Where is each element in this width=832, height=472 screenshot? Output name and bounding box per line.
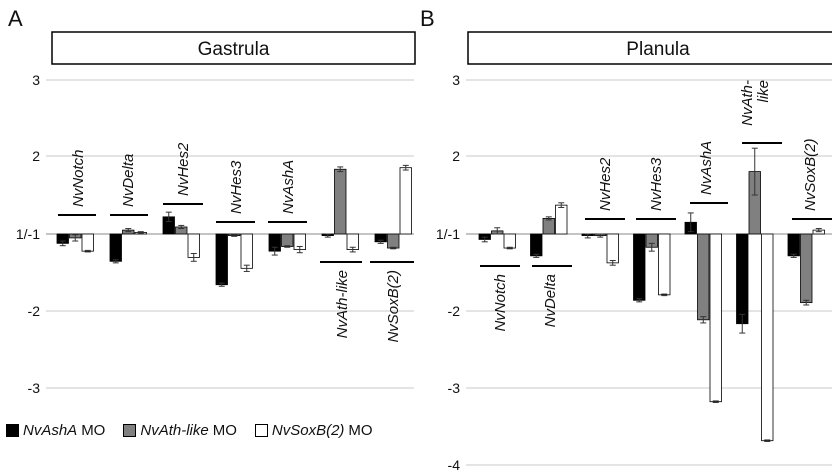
bar [281,233,294,247]
bar [800,233,813,304]
legend-suffix: MO [348,422,373,439]
y-tick-label: 3 [452,72,460,88]
legend-item-athlike: NvAth-like MO [123,422,237,439]
category-label: NvNotch [492,274,509,332]
legend-item-soxb2: NvSoxB(2) MO [254,422,373,439]
y-tick-label: -3 [448,380,461,396]
category-label: NvSoxB(2) [802,138,819,211]
bar [542,217,555,235]
category-label: NvNotch [70,149,87,207]
panel-letter: A [8,6,23,31]
bar [761,233,774,442]
bar [709,233,722,403]
title-box [467,31,832,65]
category-label: NvAshA [280,160,297,214]
panel-gastrula: A Gastrula -3 -2 1/-1 2 3 NvNotch NvDelta NvHes2 N… [8,6,416,396]
bar [633,233,646,301]
bar [697,233,710,321]
category-label: like [755,80,772,103]
bar [503,233,516,249]
y-tick-label: 1/-1 [436,226,460,242]
category-label: NvDelta [120,154,137,207]
bar [555,204,568,235]
legend-suffix: MO [81,422,106,439]
category-label: NvAshA [698,141,715,195]
bar [399,167,412,235]
y-tick-label: 2 [32,148,40,164]
title-box [51,31,416,65]
bar [658,233,671,296]
bar [81,233,94,252]
y-tick-label: -2 [448,303,461,319]
category-label: NvAth-like [334,270,351,338]
y-tick-label: 1/-1 [16,226,40,242]
legend-suffix: MO [212,422,237,439]
category-label: NvHes3 [648,157,665,211]
legend-swatch-ashA [6,424,19,437]
bar [334,168,347,235]
bar [736,233,749,325]
legend: NvAshA MO NvAth-like MO NvSoxB(2) MO [6,422,373,439]
category-label: NvHes3 [228,160,245,214]
bar [215,233,228,286]
category-label: NvAth- [739,80,756,126]
y-tick-label: -3 [28,380,41,396]
panel-title: Gastrula [198,39,270,60]
y-tick-label: -2 [28,303,41,319]
legend-item-ashA: NvAshA MO [6,422,105,439]
y-tick-label: 2 [452,148,460,164]
bar [387,233,400,249]
bar [109,233,122,262]
bar [530,233,543,257]
legend-label: NvSoxB(2) [271,422,345,439]
y-tick-label: -4 [448,457,461,472]
bar [606,233,619,264]
category-label: NvDelta [542,274,559,327]
panel-planula: B Planula -4 -3 -2 1/-1 2 3 NvNotch NvDelta NvHes2… [420,6,832,472]
legend-label: NvAth-like [140,422,209,439]
category-label: NvSoxB(2) [385,270,402,343]
category-label: NvHes2 [597,157,614,211]
legend-swatch-athlike [123,424,137,437]
panel-letter: B [420,6,435,31]
legend-label: NvAshA [23,422,78,439]
bar [240,233,253,269]
category-label: NvHes2 [175,142,192,196]
y-tick-label: 3 [32,72,40,88]
panel-title: Planula [626,39,690,60]
legend-swatch-soxb2 [254,424,268,437]
bar [787,233,800,257]
